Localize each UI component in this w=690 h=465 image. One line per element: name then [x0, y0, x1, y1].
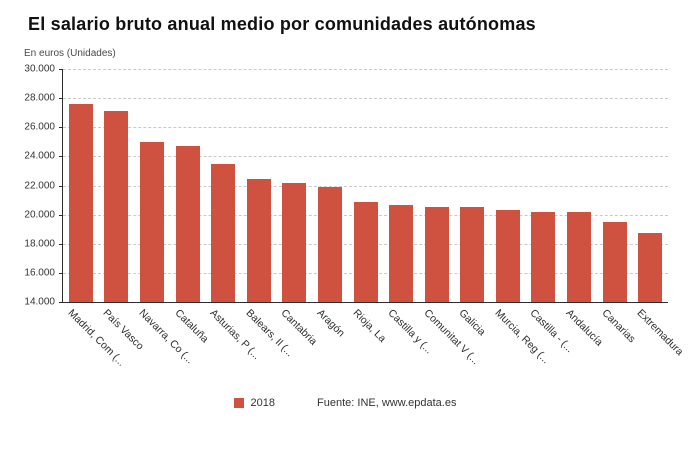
- y-axis-tickmark: [59, 185, 63, 187]
- y-axis-tickmark: [59, 302, 63, 303]
- bar: [389, 205, 414, 302]
- y-axis-tick-label: 18.000: [24, 238, 55, 250]
- y-axis-tickmark: [59, 127, 63, 129]
- bar: [175, 146, 200, 302]
- bar: [495, 210, 520, 302]
- bar: [282, 183, 307, 302]
- y-axis-tick-label: 24.000: [24, 150, 55, 162]
- x-axis-label: Extremadura: [634, 307, 686, 358]
- gridline: [63, 156, 668, 158]
- y-axis-tickmark: [59, 214, 63, 216]
- bar: [638, 232, 663, 302]
- chart-title: El salario bruto anual medio por comunid…: [28, 14, 536, 34]
- bar: [567, 212, 592, 302]
- y-axis-tick-label: 30.000: [24, 63, 55, 75]
- bar: [104, 110, 129, 302]
- x-axis-label: Rioja, La: [350, 307, 388, 345]
- chart-legend: 2018 Fuente: INE, www.epdata.es: [0, 397, 690, 409]
- y-axis-tickmark: [59, 243, 63, 245]
- bar: [211, 163, 236, 302]
- bar: [68, 103, 93, 302]
- legend-swatch-icon: [233, 398, 244, 408]
- bar: [317, 186, 342, 302]
- bar: [139, 141, 164, 302]
- legend-series-label: 2018: [250, 397, 276, 409]
- plot-area: 14.000 16.000 18.000 20.000 22.000 24.000 26.0…: [24, 64, 685, 369]
- y-axis-tickmark: [59, 69, 63, 70]
- source-text: Fuente: INE, www.epdata.es: [317, 397, 457, 409]
- bar: [246, 178, 271, 302]
- bar: [460, 207, 485, 302]
- chart-units-label: En euros (Unidades): [24, 48, 116, 59]
- y-axis-tick-label: 20.000: [24, 209, 55, 221]
- y-axis-tickmark: [59, 98, 63, 100]
- y-axis-tick-label: 22.000: [24, 180, 55, 191]
- chart-header: El salario bruto anual medio por comunid…: [0, 0, 690, 59]
- bar: [602, 221, 627, 302]
- x-axis-label: Galicia: [456, 307, 488, 339]
- gridline: [63, 69, 668, 70]
- bar: [531, 211, 556, 302]
- bar: [424, 206, 449, 302]
- y-axis-tick-label: 26.000: [24, 121, 55, 133]
- y-axis-tick-label: 14.000: [24, 296, 55, 308]
- gridline: [63, 185, 668, 187]
- gridline: [63, 127, 668, 129]
- y-axis-tick-label: 16.000: [24, 267, 55, 279]
- x-axis-label: Aragón: [314, 307, 347, 340]
- y-axis-tickmark: [59, 156, 63, 158]
- y-axis-tick-label: 28.000: [24, 92, 55, 104]
- y-axis-tickmark: [59, 272, 63, 274]
- bar: [353, 201, 378, 302]
- gridline: [63, 98, 668, 100]
